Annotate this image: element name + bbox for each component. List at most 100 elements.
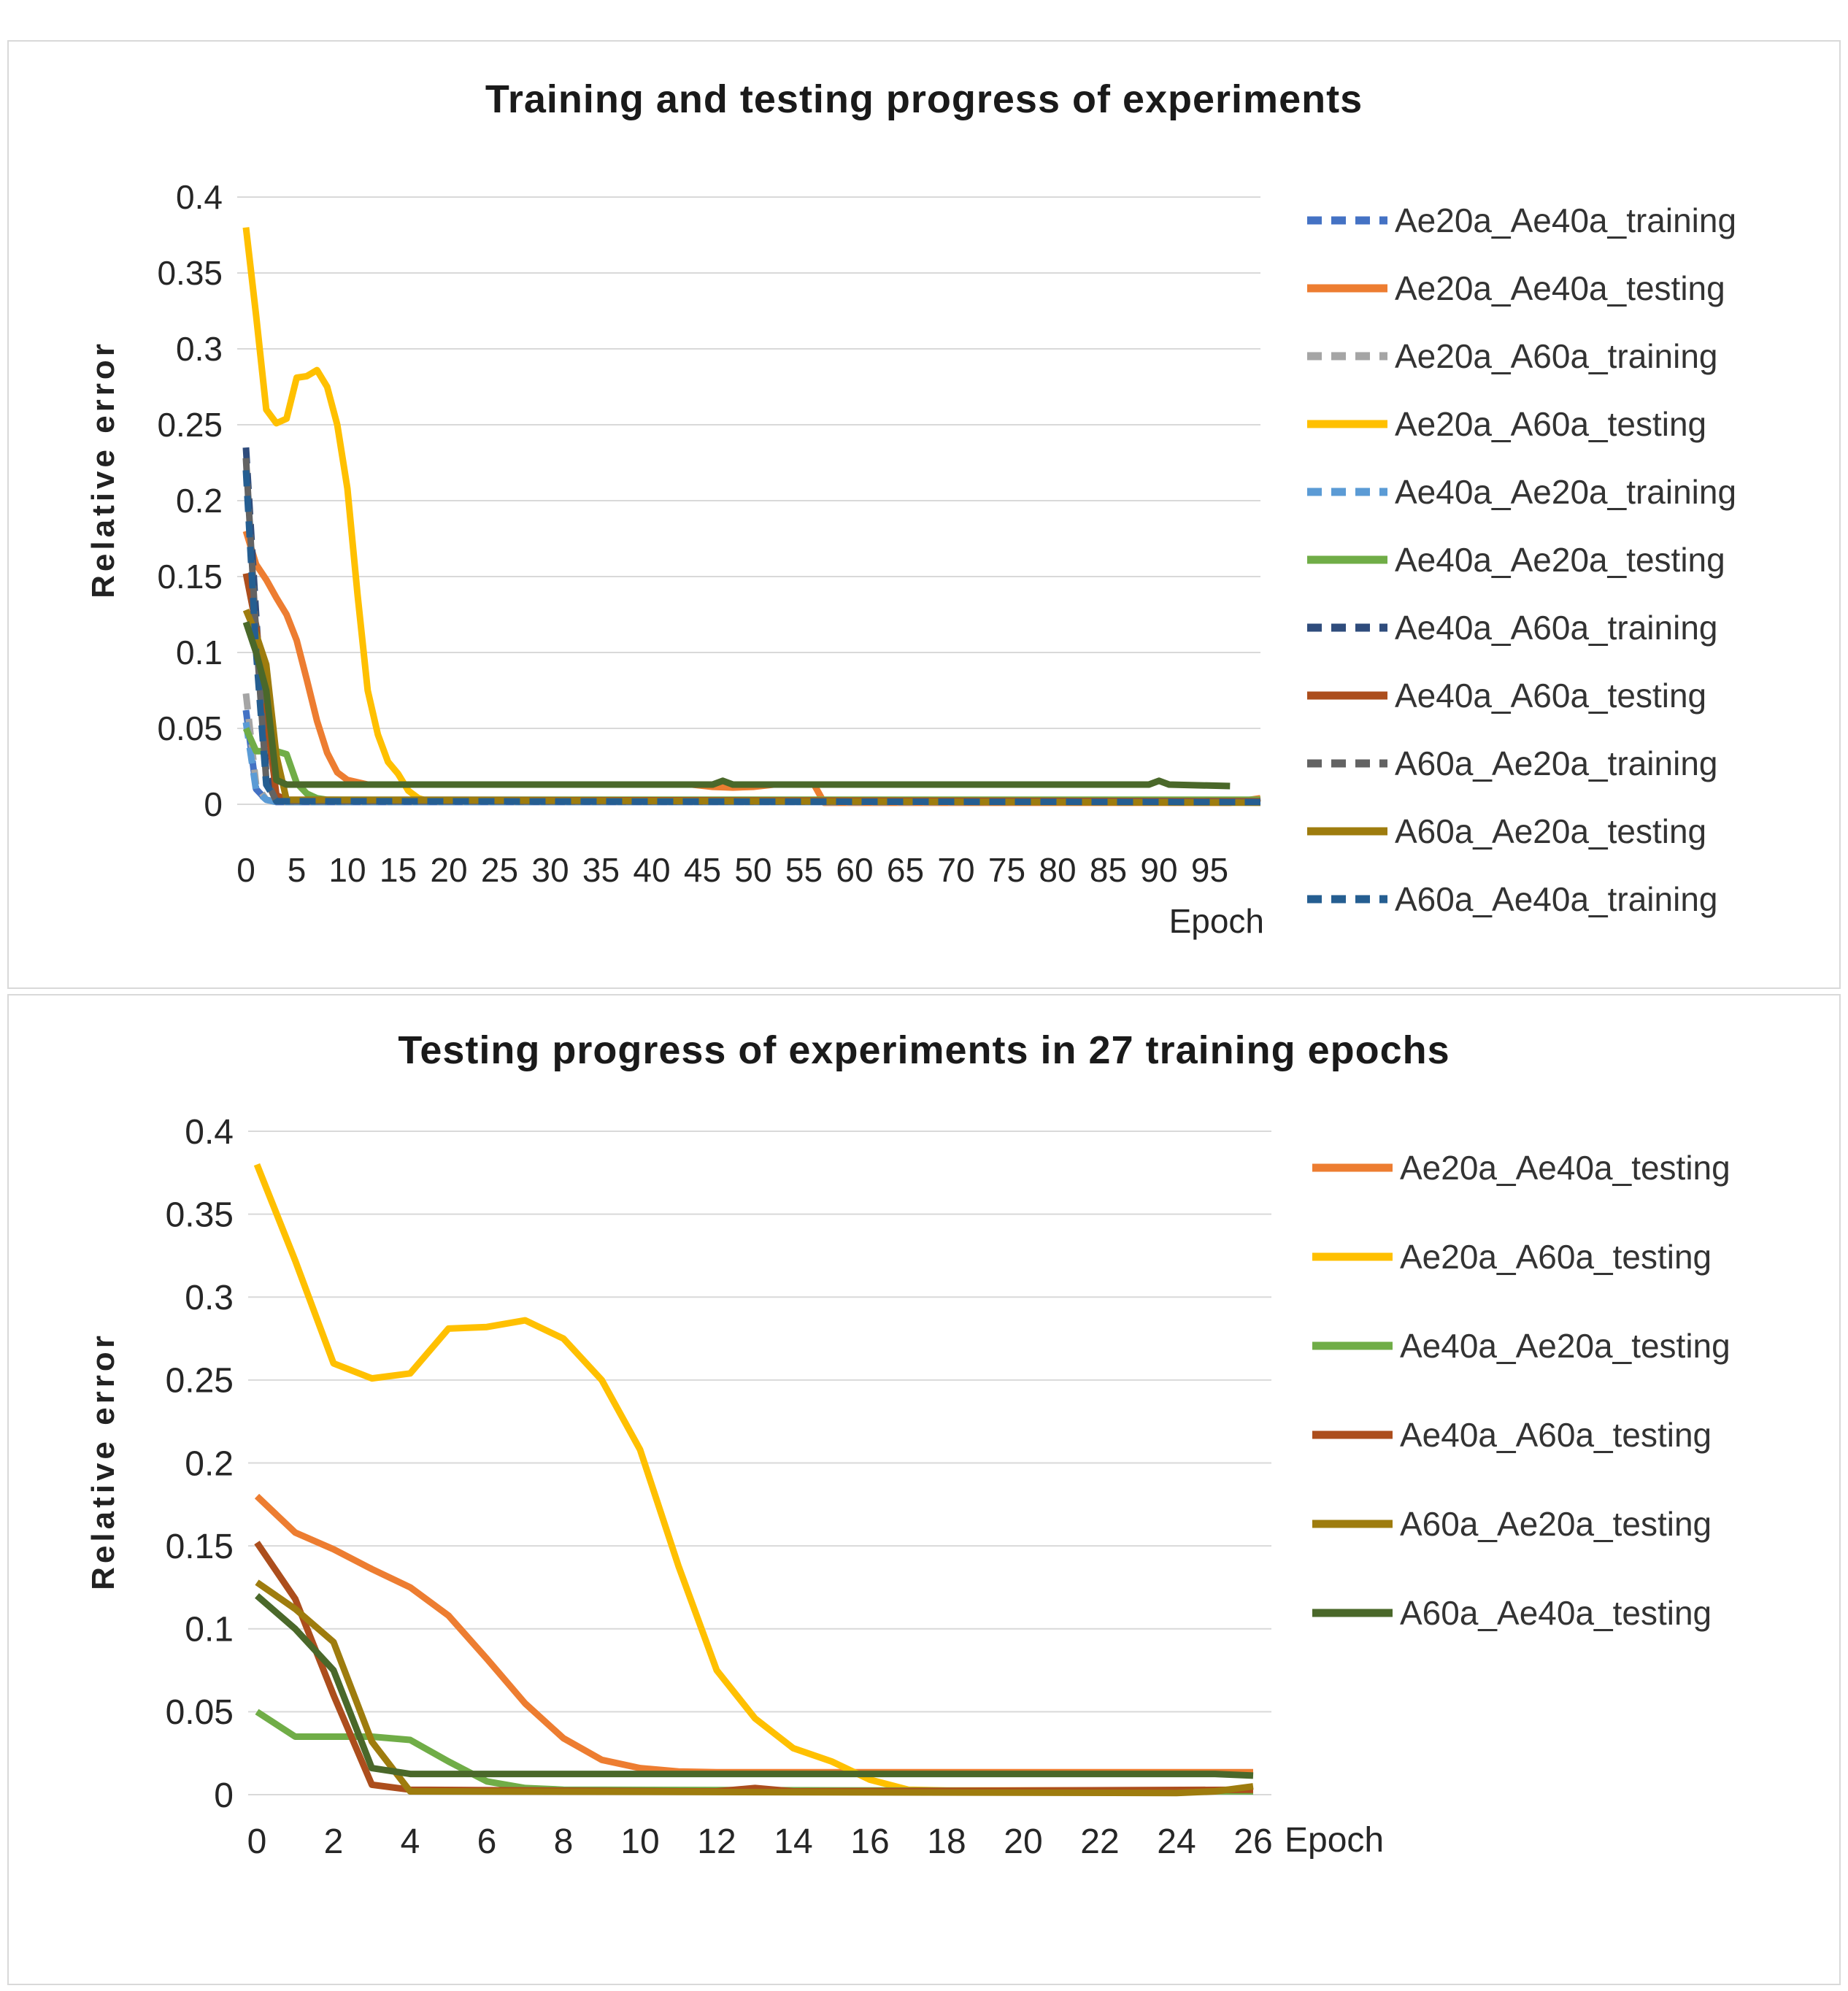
bottom-chart-legend: Ae20a_Ae40a_testing Ae20a_A60a_testing Ae4… — [1309, 1149, 1730, 1632]
legend-item-Ae20a_Ae40a_testing: Ae20a_Ae40a_testing — [1309, 1149, 1730, 1187]
x-tick-label: 22 — [1080, 1822, 1119, 1861]
bottom-chart-title: Testing progress of experiments in 27 tr… — [398, 1028, 1450, 1072]
x-tick-label: 90 — [1140, 851, 1177, 889]
series-line-A60a_Ae40a_testing — [242, 620, 1231, 790]
y-tick-label: 0.1 — [176, 634, 223, 671]
x-tick-label: 0 — [247, 1822, 267, 1861]
bottom-y-axis-label: Relative error — [85, 1332, 121, 1590]
solid-line-marker-icon — [1312, 1341, 1393, 1350]
x-tick-label: 65 — [887, 851, 924, 889]
legend-item-label: Ae20a_Ae40a_testing — [1395, 269, 1725, 307]
series-line-Ae40a_A60a_testing — [242, 572, 1261, 805]
x-tick-label: 12 — [697, 1822, 736, 1861]
top-x-axis-label: Epoch — [1169, 902, 1264, 940]
y-tick-label: 0.4 — [176, 178, 223, 216]
y-tick-label: 0.1 — [185, 1611, 234, 1649]
legend-item-Ae20a_A60a_training: Ae20a_A60a_training — [1304, 337, 1736, 375]
legend-item-label: A60a_Ae40a_training — [1395, 880, 1718, 918]
x-tick-label: 80 — [1039, 851, 1076, 889]
legend-item-Ae40a_Ae20a_testing: Ae40a_Ae20a_testing — [1309, 1327, 1730, 1365]
y-tick-label: 0.2 — [176, 482, 223, 520]
x-tick-label: 70 — [937, 851, 974, 889]
legend-item-Ae40a_Ae20a_testing: Ae40a_Ae20a_testing — [1304, 541, 1736, 579]
x-tick-label: 35 — [582, 851, 620, 889]
x-tick-label: 10 — [328, 851, 366, 889]
legend-item-label: Ae20a_Ae40a_training — [1395, 201, 1737, 239]
legend-item-label: Ae40a_Ae20a_testing — [1395, 541, 1725, 579]
y-tick-label: 0.25 — [166, 1362, 234, 1401]
y-tick-label: 0.35 — [166, 1195, 234, 1234]
y-tick-label: 0 — [214, 1776, 234, 1815]
legend-item-label: Ae40a_A60a_testing — [1400, 1416, 1712, 1454]
legend-item-label: A60a_Ae20a_training — [1395, 744, 1718, 782]
x-tick-label: 16 — [850, 1822, 889, 1861]
x-tick-label: 20 — [430, 851, 467, 889]
x-tick-label: 6 — [477, 1822, 497, 1861]
x-tick-label: 20 — [1004, 1822, 1042, 1861]
legend-item-label: A60a_Ae40a_testing — [1400, 1594, 1712, 1632]
bottom-x-axis-label: Epoch — [1285, 1821, 1385, 1860]
legend-item-label: Ae40a_A60a_testing — [1395, 677, 1707, 715]
y-tick-label: 0.15 — [157, 558, 223, 596]
legend-item-Ae20a_A60a_testing: Ae20a_A60a_testing — [1304, 405, 1736, 443]
legend-item-Ae40a_Ae20a_training: Ae40a_Ae20a_training — [1304, 473, 1736, 511]
series-line-A60a_Ae40a_testing — [255, 1593, 1254, 1779]
y-tick-label: 0 — [204, 785, 223, 823]
legend-item-A60a_Ae40a_training: A60a_Ae40a_training — [1304, 880, 1736, 918]
legend-item-A60a_Ae20a_testing: A60a_Ae20a_testing — [1309, 1505, 1730, 1543]
y-tick-label: 0.05 — [166, 1693, 234, 1732]
solid-line-marker-icon — [1307, 555, 1387, 564]
series-line-Ae20a_A60a_testing — [253, 1163, 1253, 1794]
series-line-Ae20a_Ae40a_testing — [242, 530, 1261, 806]
bottom-chart-panel: 0.4 0.35 0.3 0.25 0.2 0.15 0.1 0.05 0 0 2 4 6 8 10 12 14… — [7, 994, 1841, 1985]
y-tick-label: 0.2 — [185, 1444, 234, 1483]
series-line-Ae20a_A60a_testing — [242, 227, 1260, 805]
y-tick-label: 0.35 — [157, 254, 223, 292]
series-line-Ae20a_Ae40a_testing — [254, 1493, 1253, 1776]
legend-item-A60a_Ae20a_testing: A60a_Ae20a_testing — [1304, 812, 1736, 850]
x-tick-label: 25 — [481, 851, 518, 889]
x-tick-label: 8 — [554, 1822, 574, 1861]
legend-item-label: Ae20a_A60a_testing — [1400, 1238, 1712, 1276]
y-tick-label: 0.4 — [185, 1113, 234, 1152]
legend-item-Ae20a_A60a_testing: Ae20a_A60a_testing — [1309, 1238, 1730, 1276]
solid-line-marker-icon — [1312, 1609, 1393, 1617]
dashed-line-marker-icon — [1307, 759, 1387, 768]
x-tick-label: 55 — [785, 851, 823, 889]
legend-item-Ae40a_A60a_testing: Ae40a_A60a_testing — [1309, 1416, 1730, 1454]
x-tick-label: 4 — [401, 1822, 420, 1861]
x-tick-label: 14 — [774, 1822, 812, 1861]
solid-line-marker-icon — [1307, 827, 1387, 836]
legend-item-label: Ae40a_Ae20a_training — [1395, 473, 1737, 511]
x-tick-label: 75 — [988, 851, 1025, 889]
solid-line-marker-icon — [1312, 1430, 1393, 1439]
series-line-A60a_Ae40a_training — [242, 470, 1261, 806]
legend-item-label: A60a_Ae20a_testing — [1400, 1505, 1712, 1543]
top-y-axis-label: Relative error — [85, 340, 121, 598]
x-tick-label: 18 — [927, 1822, 966, 1861]
solid-line-marker-icon — [1312, 1520, 1393, 1528]
legend-item-label: Ae20a_Ae40a_testing — [1400, 1149, 1730, 1187]
x-tick-label: 0 — [236, 851, 255, 889]
legend-item-A60a_Ae20a_training: A60a_Ae20a_training — [1304, 744, 1736, 782]
dashed-line-marker-icon — [1307, 895, 1387, 904]
x-tick-label: 26 — [1233, 1822, 1272, 1861]
x-tick-label: 50 — [734, 851, 771, 889]
y-tick-label: 0.25 — [157, 406, 223, 444]
x-tick-label: 85 — [1090, 851, 1127, 889]
series-line-A60a_Ae20a_testing — [255, 1579, 1254, 1797]
x-tick-label: 10 — [620, 1822, 659, 1861]
top-chart-panel: 0.4 0.35 0.3 0.25 0.2 0.15 0.1 0.05 0 0 5 10 15 20 25 3… — [7, 40, 1841, 989]
x-tick-label: 40 — [633, 851, 670, 889]
x-tick-label: 60 — [836, 851, 873, 889]
y-tick-label: 0.05 — [157, 709, 223, 747]
legend-item-Ae40a_A60a_testing: Ae40a_A60a_testing — [1304, 677, 1736, 715]
top-chart-title: Training and testing progress of experim… — [485, 77, 1363, 121]
x-tick-label: 5 — [288, 851, 307, 889]
y-tick-label: 0.3 — [176, 330, 223, 368]
legend-item-label: Ae20a_A60a_training — [1395, 337, 1718, 375]
legend-item-A60a_Ae40a_testing: A60a_Ae40a_testing — [1309, 1594, 1730, 1632]
